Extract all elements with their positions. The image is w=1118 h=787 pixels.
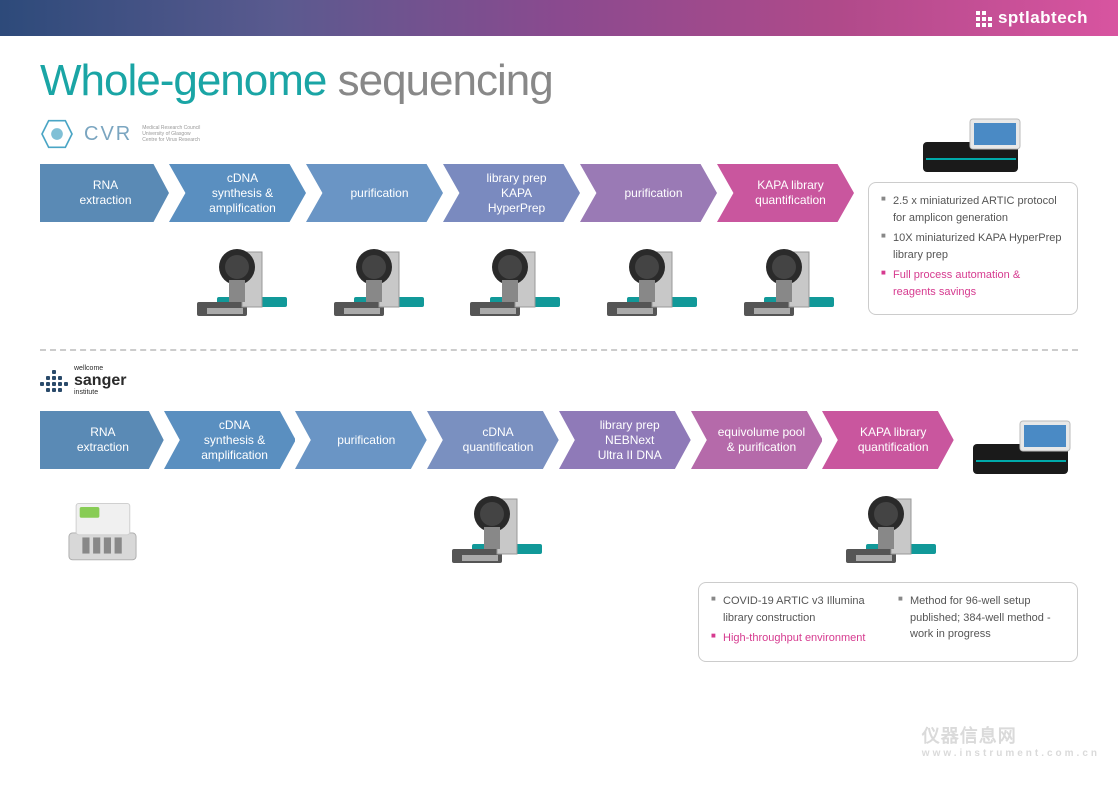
sanger-section: wellcome sanger institute RNA extraction… — [40, 361, 1078, 662]
sanger-flow: RNA extractioncDNA synthesis & amplifica… — [40, 411, 954, 469]
instrument-icon — [723, 234, 854, 329]
bullet-item: 10X miniaturized KAPA HyperPrep library … — [881, 230, 1065, 263]
sanger-instruments — [40, 481, 954, 576]
sanger-bullets: COVID-19 ARTIC v3 Illumina library const… — [698, 582, 1078, 662]
sequencer-icon — [968, 416, 1078, 476]
instrument-icon — [450, 234, 581, 329]
instrument-icon — [434, 481, 559, 576]
slide-content: Whole-genome sequencing CVR Medical Rese… — [0, 36, 1118, 682]
brand-text: sptlabtech — [998, 8, 1088, 27]
cvr-flow: RNA extractioncDNA synthesis & amplifica… — [40, 164, 854, 222]
sanger-name: wellcome sanger institute — [74, 366, 126, 395]
instrument-icon — [177, 234, 308, 329]
sanger-dots-icon — [40, 370, 68, 392]
flow-step: RNA extraction — [40, 164, 169, 222]
flow-step: purification — [306, 164, 443, 222]
bullet-item: Full process automation & reagents savin… — [881, 267, 1065, 300]
flow-step: library prep KAPA HyperPrep — [443, 164, 580, 222]
instrument-icon — [587, 234, 718, 329]
bullet-item: 2.5 x miniaturized ARTIC protocol for am… — [881, 193, 1065, 226]
page-title: Whole-genome sequencing — [40, 56, 1078, 106]
flow-step: purification — [580, 164, 717, 222]
instrument-icon — [829, 481, 954, 576]
flow-step: KAPA library quantification — [717, 164, 854, 222]
flow-step: purification — [295, 411, 427, 469]
sanger-bullets-row: COVID-19 ARTIC v3 Illumina library const… — [40, 582, 1078, 662]
cvr-subtitle: Medical Research Council University of G… — [142, 125, 200, 143]
bullet-item: High-throughput environment — [711, 630, 878, 647]
flow-step: KAPA library quantification — [822, 411, 954, 469]
cvr-name: CVR — [84, 123, 132, 146]
title-highlight: Whole-genome — [40, 56, 326, 105]
flow-step: cDNA quantification — [427, 411, 559, 469]
sanger-logo-row: wellcome sanger institute — [40, 361, 1078, 401]
header-bar: sptlabtech — [0, 0, 1118, 36]
sequencer-icon — [918, 114, 1028, 174]
flow-step: cDNA synthesis & amplification — [169, 164, 306, 222]
bullet-item: Method for 96-well setup published; 384-… — [898, 593, 1065, 643]
cvr-bullets: 2.5 x miniaturized ARTIC protocol for am… — [868, 182, 1078, 315]
flow-step: cDNA synthesis & amplification — [164, 411, 296, 469]
flow-step: RNA extraction — [40, 411, 164, 469]
cvr-logo-row: CVR Medical Research Council University … — [40, 114, 854, 154]
instrument-icon — [313, 234, 444, 329]
cvr-instruments — [40, 234, 854, 329]
flow-step: library prep NEBNext Ultra II DNA — [559, 411, 691, 469]
cvr-side: 2.5 x miniaturized ARTIC protocol for am… — [868, 114, 1078, 315]
dispenser-icon — [40, 481, 165, 576]
title-rest: sequencing — [326, 56, 552, 105]
flow-step: equivolume pool & purification — [691, 411, 823, 469]
section-divider — [40, 349, 1078, 351]
watermark: 仪器信息网 www.instrument.com.cn — [922, 722, 1100, 759]
bullet-item: COVID-19 ARTIC v3 Illumina library const… — [711, 593, 878, 626]
cvr-hex-icon — [40, 119, 74, 149]
cvr-section: CVR Medical Research Council University … — [40, 114, 1078, 335]
brand-logo: sptlabtech — [976, 8, 1088, 28]
